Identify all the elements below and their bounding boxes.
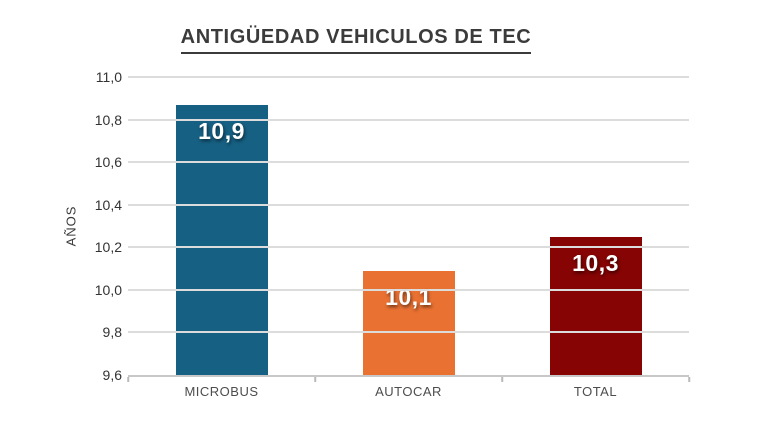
category-label-microbus: MICROBUS <box>184 384 259 399</box>
bar-microbus: 10,9 <box>175 104 268 375</box>
y-tick-label: 10,2 <box>94 239 122 256</box>
y-tick-label: 9,6 <box>102 367 122 383</box>
bar-value-label: 10,9 <box>198 117 245 144</box>
bar-zone: 10,3 <box>502 77 689 375</box>
x-tick-mark <box>127 377 129 382</box>
chart-title-wrap: ANTIGÜEDAD VEHICULOS DE TEC <box>0 26 760 54</box>
y-tick-label: 10,8 <box>94 111 122 128</box>
x-tick-mark <box>314 377 316 382</box>
gridline <box>128 203 689 206</box>
y-tick-label: 10,6 <box>94 154 122 171</box>
bar-zone: 10,9 <box>128 77 315 375</box>
gridline <box>128 76 689 78</box>
bars-row: 10,9 10,1 10,3 <box>128 77 689 375</box>
y-tick-label: 10,4 <box>94 196 122 213</box>
x-tick-mark <box>688 377 690 382</box>
plot-area: 10,9 10,1 10,3 <box>127 76 690 382</box>
chart-title: ANTIGÜEDAD VEHICULOS DE TEC <box>180 26 532 54</box>
bar-zone: 10,1 <box>315 77 502 375</box>
bar-value-label: 10,1 <box>385 283 432 310</box>
y-tick-label: 9,8 <box>102 324 122 341</box>
y-tick-label: 11,0 <box>95 69 122 85</box>
bar-value-label: 10,3 <box>572 249 619 276</box>
gridline <box>128 161 689 164</box>
category-label-autocar: AUTOCAR <box>375 384 442 399</box>
category-label-total: TOTAL <box>573 384 618 399</box>
x-tick-mark <box>501 377 503 382</box>
gridline <box>128 331 689 334</box>
gridline <box>128 118 689 121</box>
category-labels: MICROBUS AUTOCAR TOTAL <box>128 384 689 399</box>
bar-total: 10,3 <box>549 236 642 375</box>
gridline <box>128 288 689 291</box>
bar-autocar: 10,1 <box>362 270 455 375</box>
y-tick-label: 10,0 <box>94 281 122 298</box>
y-axis-labels: 11,0 10,8 10,6 10,4 10,2 10,0 9,8 9,6 <box>0 69 122 383</box>
gridline <box>128 246 689 249</box>
